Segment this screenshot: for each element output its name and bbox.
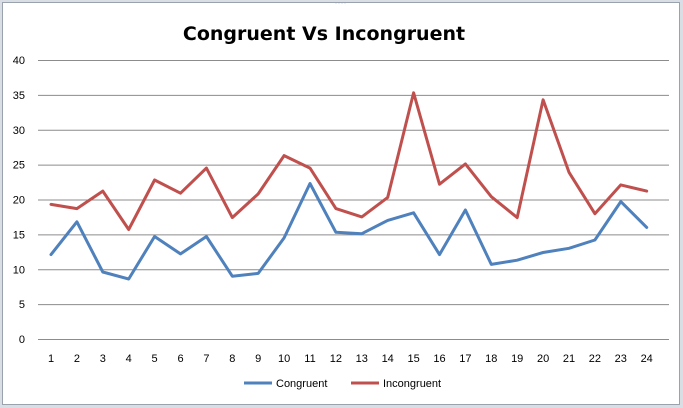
y-tick-label: 10 (13, 264, 25, 276)
x-tick-label: 10 (278, 353, 290, 365)
y-tick-label: 0 (19, 334, 25, 346)
x-tick-label: 14 (382, 353, 394, 365)
x-tick-label: 18 (485, 353, 497, 365)
y-tick-label: 40 (13, 55, 25, 67)
x-tick-label: 8 (229, 353, 235, 365)
y-tick-label: 5 (19, 299, 25, 311)
x-tick-label: 11 (304, 353, 315, 365)
y-tick-label: 25 (13, 160, 25, 172)
series-line-congruent (49, 182, 649, 281)
x-axis-ticks: 1 2 3 4 5 6 7 8 9 10 11 12 13 14 15 16 17 18 19 20 21 22 23 24 (48, 353, 653, 365)
x-tick-label: 19 (511, 353, 523, 365)
x-tick-label: 17 (459, 353, 471, 365)
y-tick-label: 35 (13, 90, 25, 102)
legend: Congruent Incongruent (244, 378, 441, 390)
x-tick-label: 23 (615, 353, 627, 365)
chart-title: Congruent Vs Incongruent (183, 23, 465, 45)
x-tick-label: 9 (255, 353, 261, 365)
x-tick-label: 20 (537, 353, 549, 365)
y-tick-label: 15 (13, 229, 25, 241)
y-axis-ticks: 0 5 10 15 20 25 30 35 40 (13, 55, 25, 346)
x-tick-label: 4 (126, 353, 132, 365)
resize-handle[interactable]: ···· (335, 1, 347, 7)
x-tick-label: 24 (641, 353, 653, 365)
x-tick-label: 16 (433, 353, 445, 365)
x-tick-label: 13 (356, 353, 368, 365)
line-chart: Congruent Vs Incongruent 051015202530354… (13, 23, 669, 390)
x-tick-label: 21 (563, 353, 575, 365)
gridlines (38, 60, 669, 340)
x-tick-label: 7 (203, 353, 209, 365)
series-line-incongruent (49, 91, 649, 231)
x-tick-label: 6 (177, 353, 183, 365)
legend-label-incongruent: Incongruent (383, 378, 441, 390)
y-tick-label: 20 (13, 195, 25, 207)
y-tick-label: 30 (13, 125, 25, 137)
x-tick-label: 2 (74, 353, 80, 365)
legend-label-congruent: Congruent (276, 378, 327, 390)
x-tick-label: 22 (589, 353, 601, 365)
x-tick-label: 3 (100, 353, 106, 365)
x-tick-label: 12 (330, 353, 342, 365)
series-lines (49, 91, 649, 281)
x-tick-label: 1 (48, 353, 54, 365)
x-tick-label: 5 (152, 353, 158, 365)
x-tick-label: 15 (407, 353, 419, 365)
